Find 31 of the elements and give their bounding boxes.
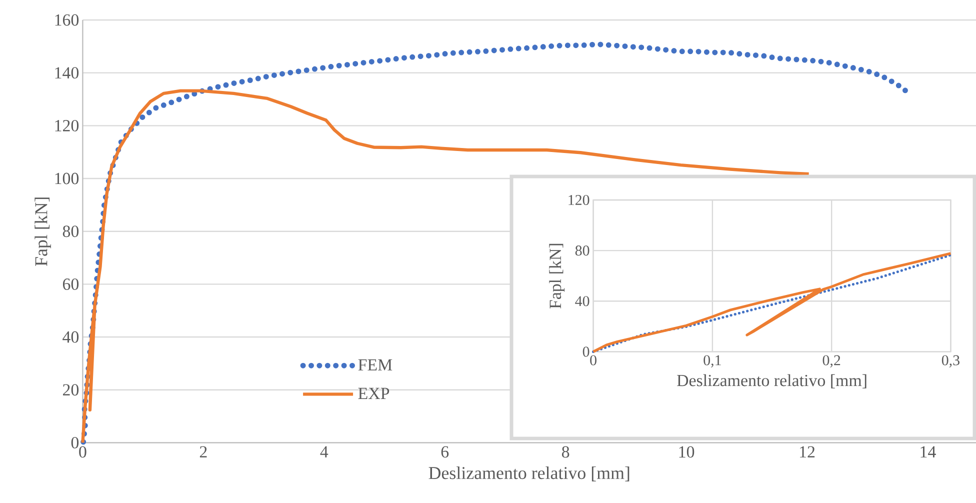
x-axis-title: Deslizamento relativo [mm] bbox=[428, 466, 630, 482]
y-tick-label: 40 bbox=[62, 331, 79, 343]
x-tick-label: 0,1 bbox=[704, 355, 721, 368]
legend-label: FEM bbox=[358, 359, 392, 370]
legend-label: EXP bbox=[358, 388, 390, 399]
y-tick-label: 80 bbox=[62, 226, 79, 238]
y-tick-label: 120 bbox=[55, 120, 79, 132]
y-tick-label: 40 bbox=[575, 296, 590, 306]
x-tick-label: 2 bbox=[200, 446, 207, 458]
x-tick-label: 0 bbox=[79, 446, 86, 458]
y-axis-title: Fapl [kN] bbox=[549, 244, 565, 309]
x-tick-label: 0,2 bbox=[822, 355, 840, 368]
x-tick-label: 4 bbox=[320, 446, 328, 458]
y-tick-label: 80 bbox=[575, 246, 590, 256]
x-tick-label: 12 bbox=[800, 446, 815, 458]
x-tick-label: 6 bbox=[441, 446, 449, 458]
x-tick-label: 10 bbox=[679, 446, 694, 458]
x-tick-label: 0,3 bbox=[942, 355, 960, 368]
y-tick-label: 20 bbox=[62, 384, 79, 396]
y-tick-label: 160 bbox=[55, 14, 79, 26]
y-axis-title: Fapl [kN] bbox=[34, 198, 51, 266]
y-tick-label: 60 bbox=[62, 278, 79, 290]
x-axis-title: Deslizamento relativo [mm] bbox=[677, 374, 866, 388]
y-tick-label: 100 bbox=[55, 172, 79, 184]
y-tick-label: 0 bbox=[71, 436, 79, 448]
x-tick-label: 0 bbox=[590, 355, 596, 366]
x-tick-label: 8 bbox=[562, 446, 570, 458]
y-tick-label: 140 bbox=[55, 67, 79, 79]
y-tick-label: 120 bbox=[568, 194, 590, 206]
x-tick-label: 14 bbox=[920, 446, 936, 458]
y-tick-label: 0 bbox=[582, 346, 590, 357]
